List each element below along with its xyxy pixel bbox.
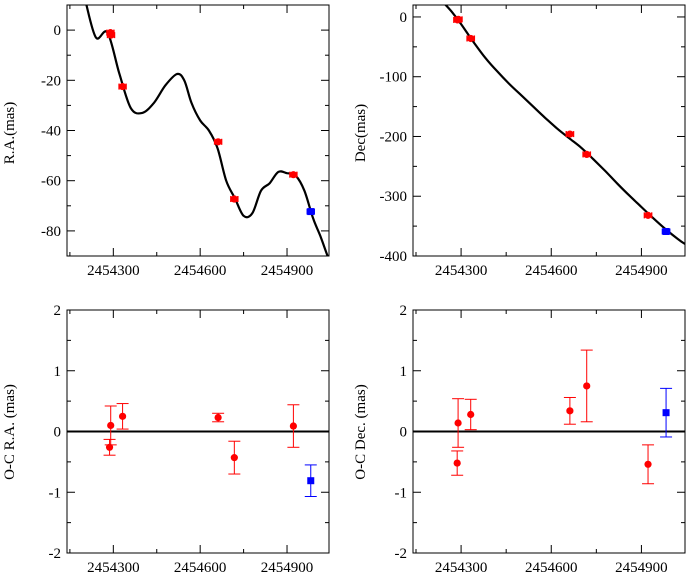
circle-marker	[118, 82, 127, 91]
square-marker	[662, 227, 670, 235]
circle-marker	[214, 413, 222, 422]
x-tick-label: 2454900	[261, 263, 314, 279]
y-tick-label: 1	[54, 364, 62, 380]
y-tick-label: -100	[380, 70, 408, 86]
y-tick-label: -80	[41, 224, 61, 240]
red-data-point	[643, 211, 653, 219]
panel-oc-dec: O-C Dec. (mas) -2 -1 0 1 2 2454300 2454600 2454…	[353, 303, 686, 576]
y-tick-label: 0	[54, 425, 62, 441]
plot-frame	[66, 4, 330, 257]
blue-data-point	[306, 208, 315, 216]
y-tick-label: -1	[395, 485, 408, 501]
circle-marker	[214, 138, 222, 146]
square-marker	[662, 409, 670, 417]
red-data-point	[454, 15, 463, 23]
red-data-point	[106, 31, 116, 39]
y-axis-title: R.A.(mas)	[2, 102, 18, 165]
blue-data-point	[304, 464, 317, 498]
panel-dec: Dec(mas) -400 -300 -200 -100 0 2454300 2454600…	[353, 4, 686, 279]
circle-marker	[230, 195, 238, 203]
y-tick-label: 2	[54, 303, 62, 319]
circle-marker	[454, 15, 462, 23]
y-axis-title: O-C Dec. (mas)	[353, 384, 369, 479]
red-data-point	[451, 450, 464, 476]
red-data-point	[213, 138, 223, 146]
y-axis-title: O-C R.A. (mas)	[2, 384, 18, 480]
y-tick-label: -60	[41, 174, 61, 190]
red-data-point	[118, 82, 127, 91]
y-tick-label: 0	[400, 425, 408, 441]
y-tick-label: -20	[41, 73, 61, 89]
y-tick-label: -300	[380, 189, 408, 205]
x-tick-label: 2454900	[615, 560, 668, 576]
square-marker	[307, 208, 315, 216]
circle-marker	[644, 211, 652, 219]
y-tick-label: -2	[49, 546, 62, 562]
x-tick-label: 2454300	[87, 560, 140, 576]
x-tick-label: 2454600	[174, 560, 227, 576]
circle-marker	[566, 130, 574, 138]
red-data-point	[116, 403, 129, 430]
y-axis-title: Dec(mas)	[353, 104, 369, 162]
red-data-point	[464, 398, 477, 431]
square-marker	[307, 477, 315, 485]
red-data-point	[289, 171, 298, 179]
model-curve	[444, 5, 685, 245]
blue-data-point	[660, 387, 673, 438]
circle-marker	[566, 407, 574, 415]
panel-ra: R.A.(mas) -80 -60 -40 -20 0 2454300 2454600 245…	[2, 4, 330, 279]
circle-marker	[467, 410, 475, 419]
x-tick-label: 2454600	[525, 263, 578, 279]
y-tick-label: -2	[395, 546, 408, 562]
x-tick-label: 2454900	[615, 263, 668, 279]
circle-marker	[454, 419, 462, 427]
red-data-point	[466, 34, 476, 43]
y-tick-label: 0	[400, 10, 408, 26]
y-tick-label: -200	[380, 129, 408, 145]
circle-marker	[289, 171, 297, 179]
y-tick-label: -400	[380, 249, 408, 265]
circle-marker	[583, 382, 591, 390]
red-data-point	[642, 444, 655, 485]
red-data-point	[580, 349, 593, 423]
red-data-point	[563, 396, 576, 425]
circle-marker	[107, 31, 115, 39]
circle-marker	[467, 34, 475, 43]
x-tick-label: 2454900	[261, 560, 314, 576]
circle-marker	[583, 150, 591, 159]
red-data-point	[287, 404, 300, 448]
plot-frame	[412, 4, 686, 257]
red-data-point	[230, 195, 239, 203]
red-data-point	[212, 412, 225, 423]
circle-marker	[118, 412, 127, 420]
model-curve	[85, 5, 329, 256]
blue-data-point	[661, 227, 671, 235]
y-tick-label: 1	[400, 364, 408, 380]
x-tick-label: 2454600	[174, 263, 227, 279]
y-tick-label: -40	[41, 124, 61, 140]
circle-marker	[105, 443, 114, 451]
red-data-point	[565, 130, 575, 138]
red-data-point	[582, 150, 592, 159]
y-tick-label: 2	[400, 303, 408, 319]
red-data-point	[103, 438, 116, 456]
panel-oc-ra: O-C R.A. (mas) -2 -1 0 1 2 2454300 2454600 2454…	[2, 303, 330, 576]
y-tick-label: -1	[49, 485, 62, 501]
circle-marker	[644, 460, 652, 468]
x-tick-label: 2454600	[525, 560, 578, 576]
circle-marker	[230, 454, 238, 462]
x-tick-label: 2454300	[435, 263, 488, 279]
red-data-point	[228, 440, 241, 475]
circle-marker	[107, 421, 115, 430]
y-tick-label: 0	[54, 23, 62, 39]
red-data-point	[104, 405, 117, 446]
circle-marker	[453, 459, 461, 467]
red-data-point	[452, 398, 465, 448]
x-tick-label: 2454300	[435, 560, 488, 576]
x-tick-label: 2454300	[87, 263, 140, 279]
circle-marker	[289, 422, 297, 430]
